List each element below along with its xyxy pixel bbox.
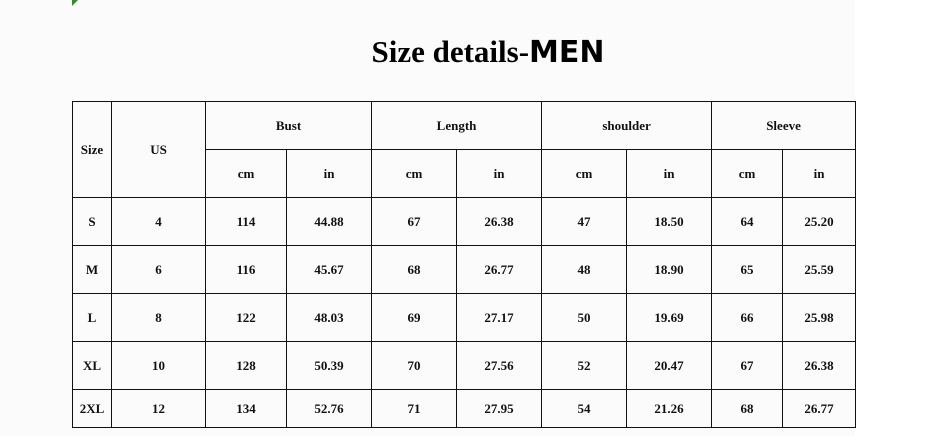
header-size: Size [72, 101, 112, 198]
value-cell: 48.03 [285, 293, 373, 342]
size-cell: M [72, 245, 112, 294]
table-row: L 8 122 48.03 69 27.17 50 19.69 66 25.98 [72, 293, 857, 342]
value-cell: 19.69 [626, 293, 713, 342]
value-cell: 116 [205, 245, 287, 294]
value-cell: 26.38 [456, 197, 543, 246]
value-cell: 44.88 [285, 197, 373, 246]
value-cell: 6 [111, 245, 206, 294]
value-cell: 10 [111, 341, 206, 390]
header-us: US [111, 101, 206, 198]
table-row: S 4 114 44.88 67 26.38 47 18.50 64 25.20 [72, 197, 857, 246]
value-cell: 65 [711, 245, 784, 294]
value-cell: 67 [711, 341, 784, 390]
value-cell: 20.47 [626, 341, 713, 390]
value-cell: 66 [711, 293, 784, 342]
unit-cell: in [626, 149, 713, 198]
size-cell: S [72, 197, 112, 246]
value-cell: 27.95 [456, 389, 543, 428]
header-shoulder: shoulder [541, 101, 713, 150]
value-cell: 48 [541, 245, 628, 294]
value-cell: 26.77 [782, 389, 857, 428]
title-prefix: Size details- [371, 34, 530, 69]
unit-cell: cm [371, 149, 458, 198]
value-cell: 25.20 [782, 197, 857, 246]
value-cell: 134 [205, 389, 287, 428]
value-cell: 47 [541, 197, 628, 246]
unit-cell: in [782, 149, 857, 198]
value-cell: 25.59 [782, 245, 857, 294]
unit-cell: in [456, 149, 543, 198]
size-table: Size US Bust Length shoulder Sleeve cm i… [72, 101, 857, 428]
value-cell: 68 [711, 389, 784, 428]
value-cell: 27.17 [456, 293, 543, 342]
value-cell: 114 [205, 197, 287, 246]
value-cell: 4 [111, 197, 206, 246]
header-bust: Bust [204, 101, 373, 150]
value-cell: 68 [371, 245, 458, 294]
value-cell: 69 [371, 293, 458, 342]
value-cell: 52 [541, 341, 628, 390]
unit-row: cm in cm in cm in cm in [73, 149, 857, 198]
size-cell: 2XL [72, 389, 112, 428]
value-cell: 64 [711, 197, 784, 246]
value-cell: 52.76 [285, 389, 373, 428]
unit-cell: in [285, 149, 373, 198]
table-row: XL 10 128 50.39 70 27.56 52 20.47 67 26.38 [72, 341, 857, 390]
value-cell: 122 [205, 293, 287, 342]
value-cell: 26.38 [782, 341, 857, 390]
page-title: Size details-MEN [0, 34, 927, 70]
value-cell: 45.67 [285, 245, 373, 294]
size-cell: XL [72, 341, 112, 390]
unit-cell: cm [205, 149, 287, 198]
value-cell: 71 [371, 389, 458, 428]
value-cell: 12 [111, 389, 206, 428]
value-cell: 21.26 [626, 389, 713, 428]
corner-mark [72, 0, 78, 6]
table-row: 2XL 12 134 52.76 71 27.95 54 21.26 68 26.77 [72, 389, 857, 428]
title-emphasis: MEN [529, 35, 605, 70]
value-cell: 54 [541, 389, 628, 428]
value-cell: 128 [205, 341, 287, 390]
table-row: M 6 116 45.67 68 26.77 48 18.90 65 25.59 [72, 245, 857, 294]
header-sleeve: Sleeve [711, 101, 857, 150]
value-cell: 18.50 [626, 197, 713, 246]
value-cell: 26.77 [456, 245, 543, 294]
value-cell: 50 [541, 293, 628, 342]
size-cell: L [72, 293, 112, 342]
header-row: Size US Bust Length shoulder Sleeve [72, 101, 857, 198]
value-cell: 27.56 [456, 341, 543, 390]
value-cell: 25.98 [782, 293, 857, 342]
value-cell: 67 [371, 197, 458, 246]
header-length: Length [371, 101, 543, 150]
value-cell: 50.39 [285, 341, 373, 390]
value-cell: 18.90 [626, 245, 713, 294]
value-cell: 8 [111, 293, 206, 342]
unit-cell: cm [541, 149, 628, 198]
unit-cell: cm [711, 149, 784, 198]
value-cell: 70 [371, 341, 458, 390]
